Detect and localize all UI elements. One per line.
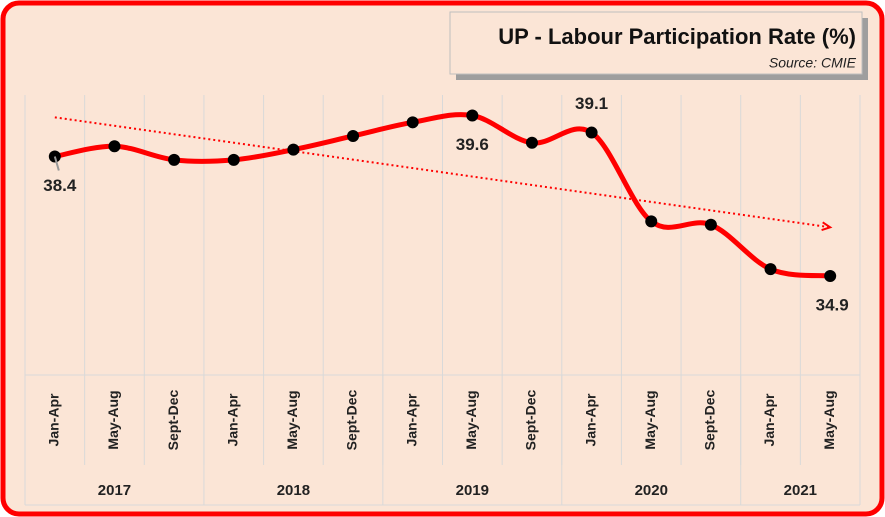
- data-point: [704, 218, 717, 231]
- x-tick-label: Jan-Apr: [761, 393, 777, 446]
- trend-line: [54, 116, 831, 229]
- data-point: [824, 269, 837, 282]
- x-tick-label: Jan-Apr: [403, 393, 419, 446]
- x-tick-label: Sept-Dec: [523, 389, 539, 450]
- leader-line: [53, 156, 60, 171]
- group-label: 2021: [784, 482, 817, 499]
- group-label: 2020: [635, 482, 668, 499]
- data-label: 39.6: [456, 135, 489, 154]
- data-label: 39.1: [575, 94, 608, 113]
- x-tick-label: May-Aug: [105, 390, 121, 449]
- data-point: [525, 136, 538, 149]
- data-point: [227, 153, 240, 166]
- data-point: [347, 129, 360, 142]
- x-tick-label: May-Aug: [642, 390, 658, 449]
- group-label: 2019: [456, 482, 489, 499]
- x-tick-label: Sept-Dec: [344, 389, 360, 450]
- x-tick-label: Sept-Dec: [165, 389, 181, 450]
- data-point: [108, 140, 121, 153]
- x-tick-label: May-Aug: [284, 390, 300, 449]
- x-tick-label: Jan-Apr: [224, 393, 240, 446]
- x-tick-label: Jan-Apr: [46, 393, 62, 446]
- trend-arrow: [821, 221, 833, 231]
- data-point: [168, 153, 181, 166]
- group-label: 2017: [98, 482, 131, 499]
- group-label: 2018: [277, 482, 310, 499]
- x-tick-label: Jan-Apr: [582, 393, 598, 446]
- data-point: [645, 215, 658, 228]
- data-label: 38.4: [43, 176, 77, 195]
- data-point: [585, 126, 598, 139]
- chart-title: UP - Labour Participation Rate (%): [498, 24, 856, 49]
- chart-subtitle: Source: CMIE: [769, 55, 857, 71]
- data-point: [287, 143, 300, 156]
- data-label: 34.9: [816, 295, 849, 314]
- x-tick-label: May-Aug: [463, 390, 479, 449]
- data-point: [406, 116, 419, 129]
- data-point: [764, 263, 777, 276]
- title-box: [449, 11, 863, 75]
- x-tick-label: May-Aug: [821, 390, 837, 449]
- x-tick-label: Sept-Dec: [702, 389, 718, 450]
- data-point: [466, 109, 479, 122]
